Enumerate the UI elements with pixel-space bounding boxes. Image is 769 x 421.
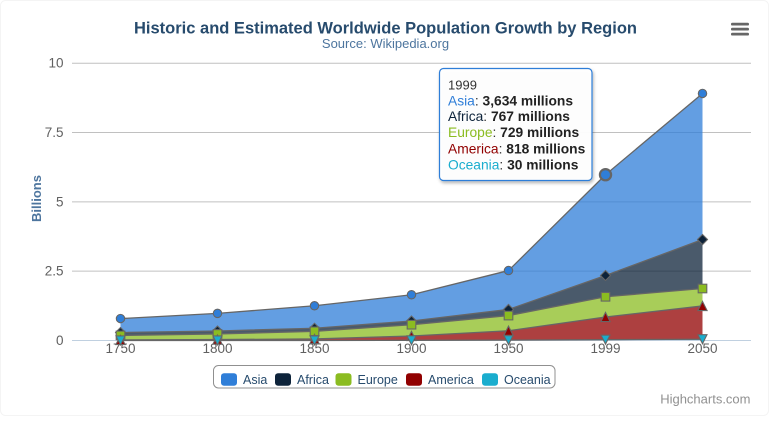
svg-text:1999: 1999 — [448, 77, 477, 92]
svg-text:Europe: Europe — [358, 373, 398, 387]
svg-text:10: 10 — [48, 56, 63, 71]
svg-text:1850: 1850 — [299, 341, 329, 356]
svg-text:7.5: 7.5 — [45, 125, 64, 140]
svg-text:Billions: Billions — [29, 175, 44, 222]
svg-text:1750: 1750 — [105, 341, 135, 356]
svg-text:America: 818 millions: America: 818 millions — [448, 141, 586, 156]
svg-text:Oceania: Oceania — [504, 373, 551, 387]
svg-text:Source: Wikipedia.org: Source: Wikipedia.org — [322, 36, 449, 51]
svg-text:America: America — [428, 373, 474, 387]
svg-text:1800: 1800 — [202, 341, 232, 356]
svg-text:Highcharts.com: Highcharts.com — [660, 392, 750, 407]
svg-text:Africa: Africa — [297, 373, 329, 387]
svg-text:Africa: 767 millions: Africa: 767 millions — [448, 109, 570, 124]
svg-text:2.5: 2.5 — [45, 264, 64, 279]
svg-text:5: 5 — [56, 194, 64, 209]
svg-text:2050: 2050 — [687, 341, 717, 356]
svg-text:Asia: Asia — [243, 373, 267, 387]
svg-text:0: 0 — [56, 333, 64, 348]
svg-text:1900: 1900 — [396, 341, 426, 356]
svg-text:1950: 1950 — [493, 341, 523, 356]
svg-text:Europe: 729 millions: Europe: 729 millions — [448, 125, 579, 140]
svg-text:Asia: 3,634 millions: Asia: 3,634 millions — [448, 93, 573, 108]
svg-text:Historic and Estimated Worldwi: Historic and Estimated Worldwide Populat… — [134, 20, 637, 38]
svg-text:1999: 1999 — [590, 341, 620, 356]
svg-text:Oceania: 30 millions: Oceania: 30 millions — [448, 157, 579, 172]
